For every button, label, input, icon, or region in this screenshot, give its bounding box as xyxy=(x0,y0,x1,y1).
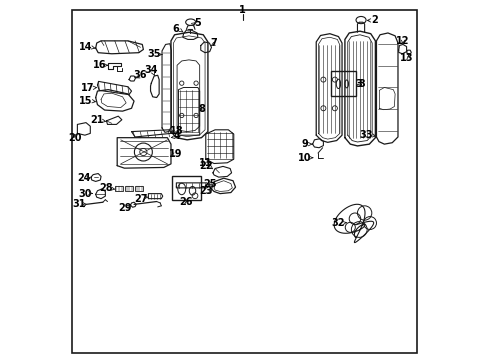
Text: 13: 13 xyxy=(399,53,412,63)
Text: 30: 30 xyxy=(78,189,91,199)
Text: 3: 3 xyxy=(354,78,361,89)
Text: 16: 16 xyxy=(92,60,106,70)
Text: 19: 19 xyxy=(168,149,182,159)
Text: 9: 9 xyxy=(301,139,307,149)
Text: 22: 22 xyxy=(199,161,212,171)
Text: 2: 2 xyxy=(370,15,377,26)
Text: 18: 18 xyxy=(169,126,183,135)
Bar xyxy=(115,186,123,192)
Text: 23: 23 xyxy=(199,186,212,197)
Text: 29: 29 xyxy=(119,203,132,213)
Text: 11: 11 xyxy=(199,158,212,168)
Text: 5: 5 xyxy=(193,18,200,28)
Text: 12: 12 xyxy=(395,36,408,46)
Text: 10: 10 xyxy=(297,153,311,163)
Text: 28: 28 xyxy=(100,183,113,193)
Text: 7: 7 xyxy=(210,38,217,48)
Bar xyxy=(125,186,133,192)
Bar xyxy=(330,71,355,96)
Text: 25: 25 xyxy=(203,179,217,189)
Text: 33: 33 xyxy=(359,130,372,140)
Text: 27: 27 xyxy=(134,194,147,204)
Text: 34: 34 xyxy=(144,65,158,75)
Text: 31: 31 xyxy=(72,199,85,210)
Bar xyxy=(172,176,201,200)
Text: 36: 36 xyxy=(134,70,147,80)
Bar xyxy=(135,186,143,192)
Text: 17: 17 xyxy=(81,83,94,93)
Text: 14: 14 xyxy=(79,42,93,52)
Text: 24: 24 xyxy=(77,173,90,183)
Text: 35: 35 xyxy=(147,49,161,59)
Text: 3: 3 xyxy=(358,78,365,89)
Text: 20: 20 xyxy=(68,133,81,143)
Text: 15: 15 xyxy=(79,96,93,106)
Text: 32: 32 xyxy=(331,218,345,228)
Text: 21: 21 xyxy=(90,115,103,125)
Text: 4: 4 xyxy=(173,131,180,141)
Text: 1: 1 xyxy=(239,5,245,15)
Text: 8: 8 xyxy=(198,104,205,114)
Text: 6: 6 xyxy=(172,24,179,34)
Text: 26: 26 xyxy=(179,197,192,207)
